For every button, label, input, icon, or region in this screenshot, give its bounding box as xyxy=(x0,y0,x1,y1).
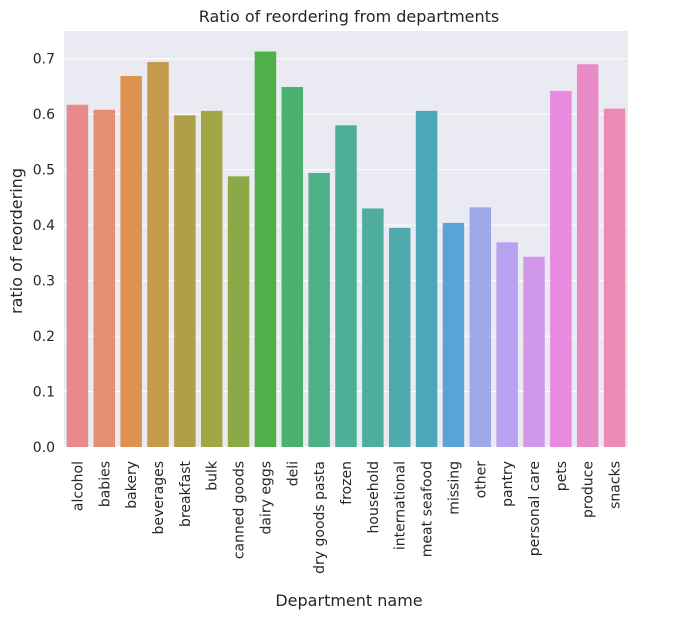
bar-international xyxy=(388,227,411,447)
bar-dairy-eggs xyxy=(254,51,277,447)
bar-snacks xyxy=(603,108,626,448)
x-axis-title: Department name xyxy=(275,591,422,610)
x-tick-label: frozen xyxy=(339,461,355,505)
bar-produce xyxy=(576,64,599,447)
x-tick-label: deli xyxy=(285,461,301,486)
bar-bulk xyxy=(200,110,223,447)
bar-breakfast xyxy=(174,115,196,448)
x-tick-label: meat seafood xyxy=(420,461,436,557)
y-tick-label: 0.5 xyxy=(33,163,55,179)
bar-frozen xyxy=(335,125,357,447)
bar-missing xyxy=(442,222,465,447)
bar-bakery xyxy=(120,75,142,447)
x-tick-label: other xyxy=(473,461,489,499)
x-tick-label: household xyxy=(366,461,382,533)
chart-title: Ratio of reordering from departments xyxy=(199,7,500,26)
x-tick-label: snacks xyxy=(608,461,624,509)
x-tick-label: bulk xyxy=(205,460,221,491)
bar-beverages xyxy=(147,62,169,447)
bar-other xyxy=(469,207,492,447)
bar-deli xyxy=(281,87,304,447)
bar-babies xyxy=(93,109,116,447)
bar-household xyxy=(362,208,384,447)
x-tick-label: produce xyxy=(581,461,597,518)
bar-meat-seafood xyxy=(415,110,438,447)
bar-pets xyxy=(550,90,572,448)
bars xyxy=(66,51,626,448)
bar-pantry xyxy=(496,242,518,447)
x-tick-label: dry goods pasta xyxy=(312,461,328,574)
bar-dry-goods-pasta xyxy=(308,172,330,447)
x-tick-label: personal care xyxy=(527,461,543,556)
x-tick-label: babies xyxy=(97,461,113,507)
y-tick-labels: 0.0 0.1 0.2 0.3 0.4 0.5 0.6 0.7 xyxy=(33,52,55,456)
y-tick-label: 0.0 xyxy=(33,440,55,456)
bar-alcohol xyxy=(66,104,89,448)
y-tick-label: 0.1 xyxy=(33,385,55,401)
y-tick-label: 0.3 xyxy=(33,274,55,290)
x-tick-label: missing xyxy=(446,461,462,515)
x-tick-label: breakfast xyxy=(178,461,194,527)
bar-personal-care xyxy=(523,256,545,447)
x-tick-label: alcohol xyxy=(70,461,86,511)
x-tick-labels: alcohol babies bakery beverages breakfast bul… xyxy=(70,460,623,574)
x-tick-label: international xyxy=(393,461,409,550)
x-tick-label: pets xyxy=(554,461,570,491)
x-tick-label: pantry xyxy=(500,461,516,507)
bar-canned-goods xyxy=(227,176,250,447)
y-axis-title: ratio of reordering xyxy=(7,168,26,314)
y-tick-label: 0.2 xyxy=(33,329,55,345)
y-tick-label: 0.4 xyxy=(33,218,55,234)
x-tick-label: bakery xyxy=(124,461,140,509)
y-tick-label: 0.7 xyxy=(33,52,55,68)
x-tick-label: beverages xyxy=(151,461,167,535)
x-tick-label: canned goods xyxy=(232,461,248,559)
y-tick-label: 0.6 xyxy=(33,107,55,123)
x-tick-label: dairy eggs xyxy=(258,461,274,535)
